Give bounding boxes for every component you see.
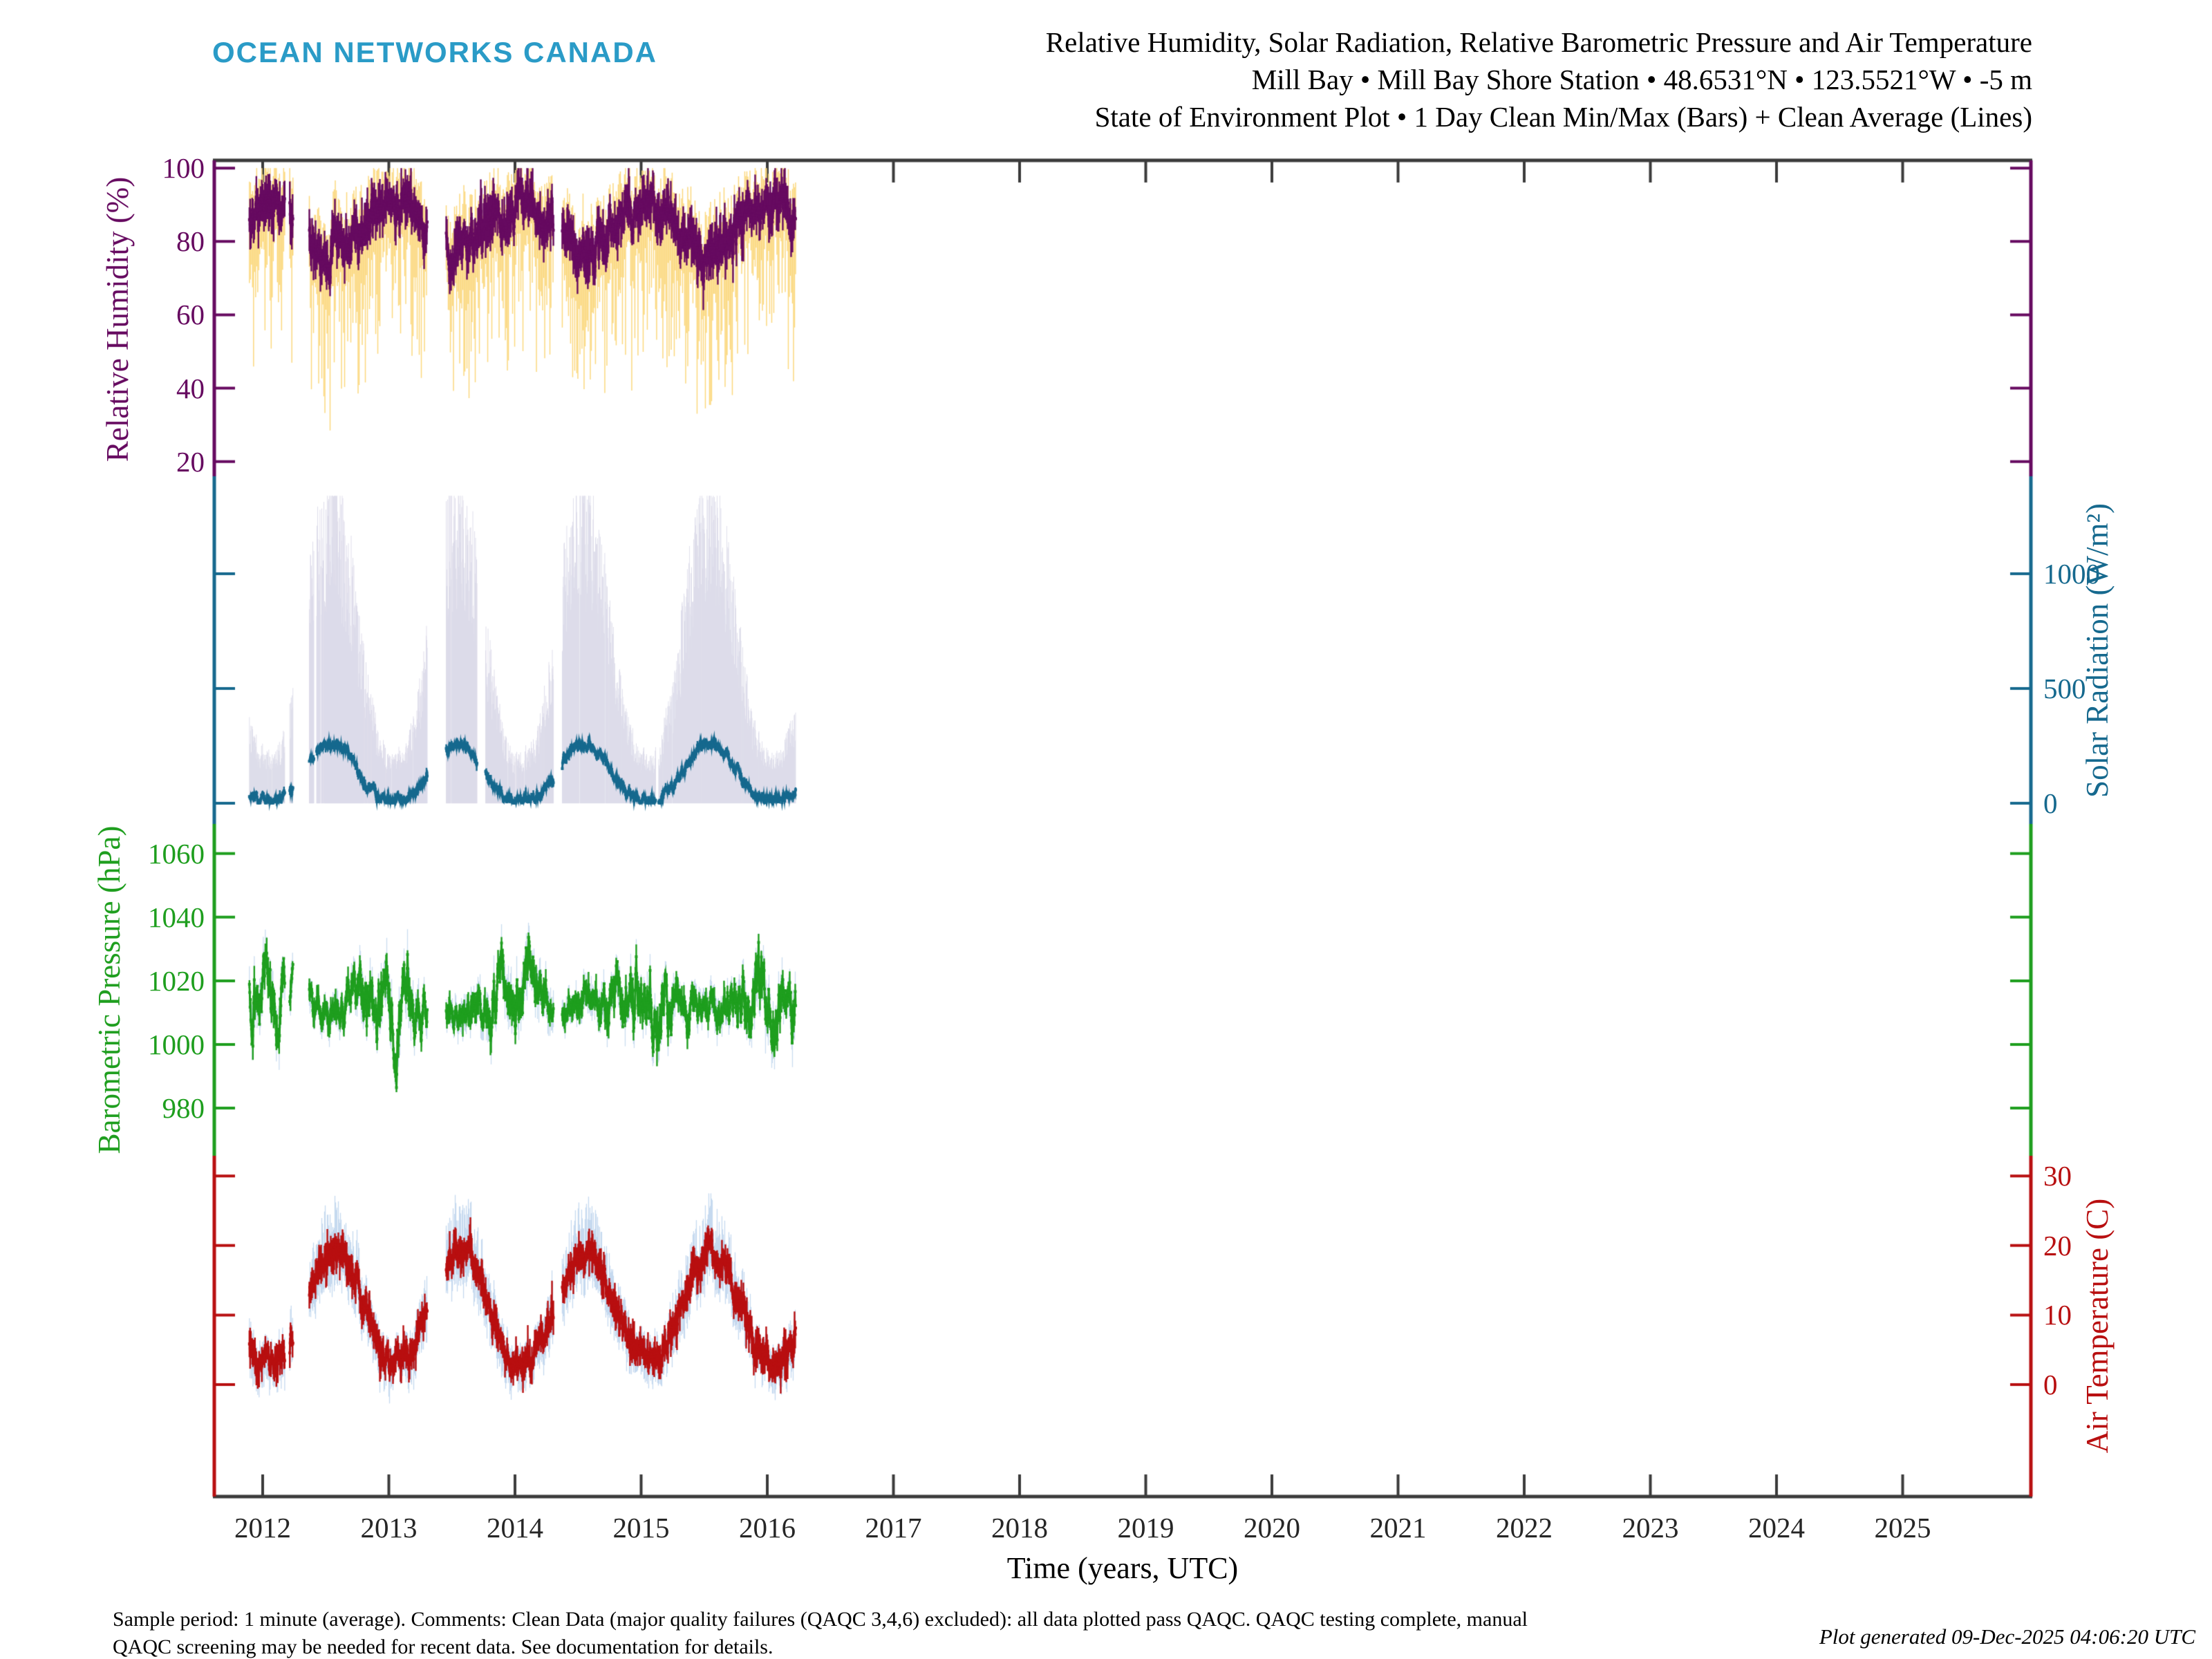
x-tick-label-year: 2023 [1622, 1512, 1679, 1544]
y-tick-label-humidity: 40 [176, 372, 205, 404]
x-tick-label-year: 2017 [865, 1512, 922, 1544]
y-tick-label-temp: 10 [2043, 1299, 2072, 1331]
plot-title-line-3: State of Environment Plot • 1 Day Clean … [1094, 101, 2032, 133]
x-tick-label-year: 2022 [1496, 1512, 1553, 1544]
x-tick-label-year: 2015 [612, 1512, 670, 1544]
y-tick-label-temp: 20 [2043, 1229, 2072, 1262]
x-tick-label-year: 2025 [1874, 1512, 1931, 1544]
x-axis-label: Time (years, UTC) [1006, 1551, 1239, 1585]
x-tick-label-year: 2024 [1748, 1512, 1805, 1544]
plot-title-line-1: Relative Humidity, Solar Radiation, Rela… [1045, 26, 2032, 58]
y-tick-label-temp: 0 [2043, 1369, 2058, 1400]
x-tick-label-year: 2014 [487, 1512, 543, 1544]
y-tick-label-humidity: 60 [176, 299, 205, 331]
y-tick-label-solar: 1000 [2043, 558, 2100, 590]
axis-title-air-temperature: Air Temperature (C) [2080, 1198, 2115, 1454]
plot-generated-timestamp: Plot generated 09-Dec-2025 04:06:20 UTC [1819, 1624, 2195, 1649]
ocean-networks-canada-logo: OCEAN NETWORKS CANADA [212, 36, 657, 68]
x-tick-label-year: 2020 [1244, 1512, 1300, 1544]
y-tick-label-humidity: 20 [176, 445, 205, 478]
plot-title-line-2: Mill Bay • Mill Bay Shore Station • 48.6… [1251, 64, 2032, 95]
y-tick-label-pressure: 1000 [148, 1028, 205, 1060]
footer-note-line-1: Sample period: 1 minute (average). Comme… [113, 1608, 1528, 1631]
x-tick-label-year: 2021 [1369, 1512, 1427, 1544]
x-tick-label-year: 2012 [234, 1512, 291, 1544]
x-tick-label-year: 2013 [360, 1512, 418, 1544]
y-tick-label-humidity: 100 [162, 152, 205, 185]
y-tick-label-humidity: 80 [176, 225, 205, 258]
y-tick-label-pressure: 1040 [148, 901, 205, 933]
y-tick-label-pressure: 1060 [148, 837, 205, 870]
y-tick-label-pressure: 980 [162, 1091, 205, 1124]
x-tick-label-year: 2019 [1117, 1512, 1174, 1544]
y-tick-label-solar: 0 [2043, 787, 2058, 820]
x-tick-label-year: 2016 [739, 1512, 796, 1544]
x-tick-label-year: 2018 [991, 1512, 1048, 1544]
plot-title: Relative Humidity, Solar Radiation, Rela… [1046, 24, 2032, 135]
axis-title-solar-radiation: Solar Radiation (W/m²) [2080, 503, 2115, 798]
y-tick-label-temp: 30 [2043, 1160, 2072, 1192]
y-tick-label-pressure: 1020 [148, 964, 205, 997]
footer-note-line-2: QAQC screening may be needed for recent … [113, 1635, 774, 1658]
y-tick-label-solar: 500 [2043, 673, 2086, 705]
